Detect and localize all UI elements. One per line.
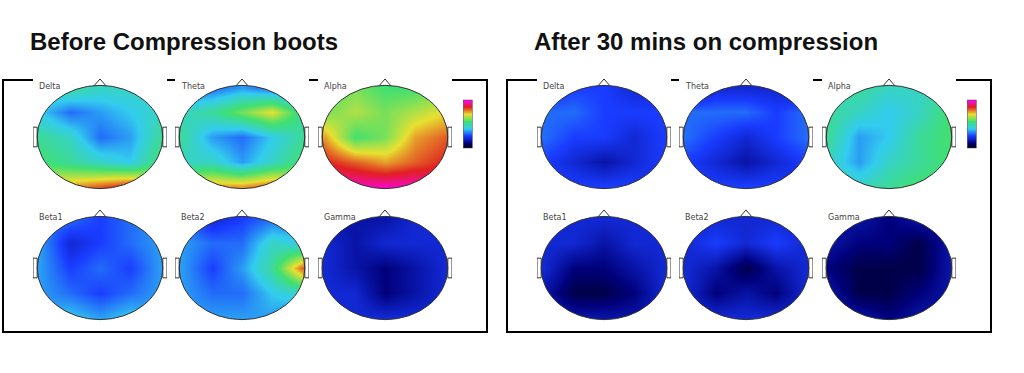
svg-text:Beta2: Beta2 xyxy=(685,213,709,222)
svg-text:After 30 mins on compression: After 30 mins on compression xyxy=(534,28,878,55)
svg-text:Theta: Theta xyxy=(685,82,709,91)
svg-text:Beta1: Beta1 xyxy=(39,213,63,222)
svg-text:Beta1: Beta1 xyxy=(543,213,567,222)
svg-text:Beta2: Beta2 xyxy=(181,213,205,222)
svg-text:Gamma: Gamma xyxy=(324,213,356,222)
svg-text:Theta: Theta xyxy=(181,82,205,91)
svg-text:Delta: Delta xyxy=(39,82,60,91)
svg-text:Alpha: Alpha xyxy=(324,82,347,91)
svg-text:Alpha: Alpha xyxy=(828,82,851,91)
svg-text:Delta: Delta xyxy=(543,82,564,91)
svg-text:Gamma: Gamma xyxy=(828,213,860,222)
svg-text:Before Compression boots: Before Compression boots xyxy=(30,28,338,55)
